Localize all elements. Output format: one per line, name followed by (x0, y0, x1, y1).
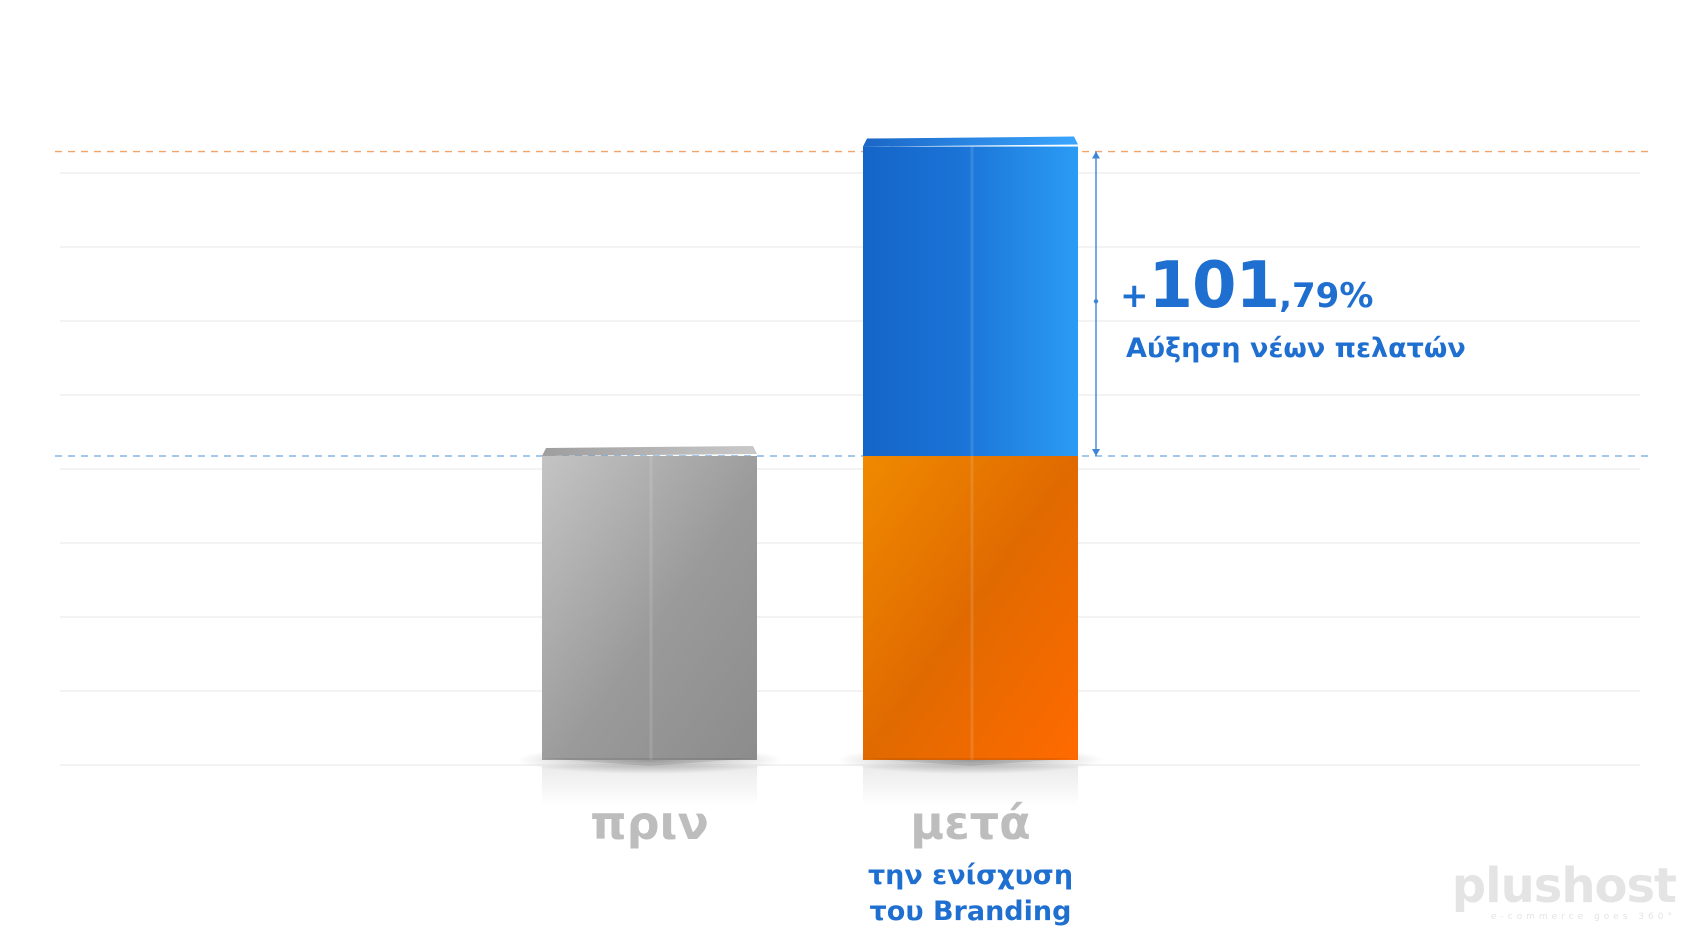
category-sublabel-after: την ενίσχυση του Branding (867, 860, 1074, 927)
bar-bottom-bevel (542, 758, 757, 766)
logo-wordmark: plushost (1451, 858, 1677, 914)
category-label-after: μετά (910, 796, 1031, 850)
guide-lines (55, 150, 1650, 457)
increase-value-decimal: ,79% (1279, 276, 1374, 317)
bars (516, 136, 1104, 806)
category-label-before: πριν (590, 796, 709, 850)
increase-value-integer: 101 (1148, 249, 1281, 324)
increase-value: +101,79% (1120, 249, 1373, 323)
bar-top-face (542, 446, 757, 456)
bracket-midpoint (1093, 299, 1099, 304)
bar-bottom-bevel (863, 758, 1078, 766)
increase-bracket (1092, 151, 1100, 456)
bar-highlight (970, 456, 974, 760)
bar-reflection (863, 766, 1078, 806)
bar-top-face (863, 136, 1078, 147)
bar-1-segment-0 (863, 456, 1078, 760)
bar-0-segment-0 (542, 456, 757, 760)
plushost-logo: plushost e-commerce goes 360° (1451, 858, 1677, 922)
increase-label: Αύξηση νέων πελατών (1126, 333, 1466, 365)
logo-tagline: e-commerce goes 360° (1490, 912, 1676, 922)
increase-plus: + (1120, 276, 1149, 317)
bar-reflection (542, 766, 757, 806)
grid-lines (60, 172, 1640, 766)
bar-highlight (649, 456, 653, 760)
bar-highlight (970, 146, 974, 456)
bracket-arrow-bottom (1092, 449, 1100, 456)
bracket-arrow-top (1092, 151, 1100, 159)
bar-1-segment-1 (863, 146, 1078, 456)
